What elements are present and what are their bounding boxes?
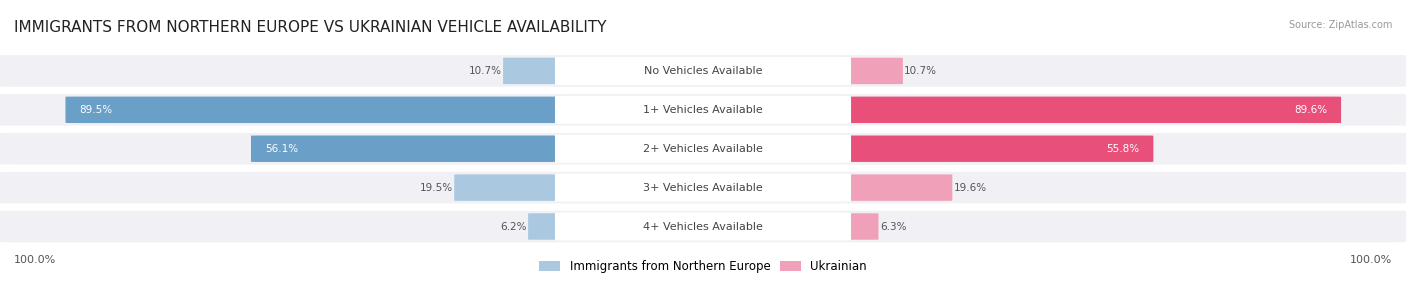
FancyBboxPatch shape [0,93,1406,127]
Text: 6.2%: 6.2% [501,222,527,231]
Text: 10.7%: 10.7% [468,66,502,76]
FancyBboxPatch shape [555,174,851,201]
FancyBboxPatch shape [830,58,903,84]
FancyBboxPatch shape [529,213,576,240]
FancyBboxPatch shape [555,213,851,240]
FancyBboxPatch shape [830,213,879,240]
FancyBboxPatch shape [252,136,576,162]
Text: 56.1%: 56.1% [264,144,298,154]
FancyBboxPatch shape [555,57,851,84]
Text: 10.7%: 10.7% [904,66,938,76]
Text: 19.5%: 19.5% [420,183,453,192]
FancyBboxPatch shape [0,54,1406,88]
FancyBboxPatch shape [503,58,576,84]
FancyBboxPatch shape [830,97,1341,123]
FancyBboxPatch shape [555,135,851,162]
Text: 89.6%: 89.6% [1294,105,1327,115]
FancyBboxPatch shape [555,96,851,123]
FancyBboxPatch shape [454,174,576,201]
Text: 100.0%: 100.0% [14,255,56,265]
Text: 2+ Vehicles Available: 2+ Vehicles Available [643,144,763,154]
Text: Source: ZipAtlas.com: Source: ZipAtlas.com [1288,20,1392,30]
Text: 55.8%: 55.8% [1107,144,1140,154]
Text: 6.3%: 6.3% [880,222,907,231]
Text: 19.6%: 19.6% [953,183,987,192]
FancyBboxPatch shape [830,174,952,201]
Text: No Vehicles Available: No Vehicles Available [644,66,762,76]
FancyBboxPatch shape [0,209,1406,244]
Legend: Immigrants from Northern Europe, Ukrainian: Immigrants from Northern Europe, Ukraini… [534,256,872,278]
FancyBboxPatch shape [830,136,1153,162]
FancyBboxPatch shape [0,132,1406,166]
Text: 1+ Vehicles Available: 1+ Vehicles Available [643,105,763,115]
FancyBboxPatch shape [0,170,1406,205]
Text: 100.0%: 100.0% [1350,255,1392,265]
Text: 4+ Vehicles Available: 4+ Vehicles Available [643,222,763,231]
Text: 89.5%: 89.5% [79,105,112,115]
FancyBboxPatch shape [66,97,576,123]
Text: IMMIGRANTS FROM NORTHERN EUROPE VS UKRAINIAN VEHICLE AVAILABILITY: IMMIGRANTS FROM NORTHERN EUROPE VS UKRAI… [14,20,606,35]
Text: 3+ Vehicles Available: 3+ Vehicles Available [643,183,763,192]
